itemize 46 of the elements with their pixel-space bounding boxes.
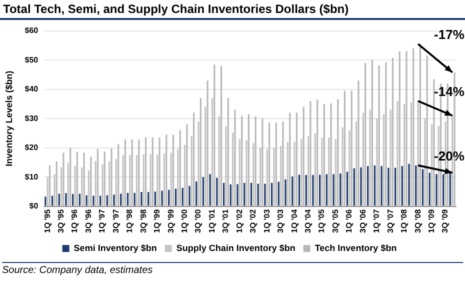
legend-label: Supply Chain Inventory $bn [176,242,296,253]
y-tick-label: $30 [24,114,39,123]
x-tick-label: 3Q '99 [166,208,176,234]
x-tick-label: 1Q '95 [42,208,52,234]
x-tick-label: 1Q '99 [152,208,162,234]
annotation: -17% [434,27,465,42]
x-tick-label: 3Q '05 [330,208,340,234]
x-tick-label: 3Q '01 [221,208,230,234]
annotation: -20% [434,148,465,164]
y-tick-label: $20 [24,143,39,152]
x-tick-label: 3Q '09 [440,208,450,234]
x-tick-label: 3Q '95 [56,208,66,234]
x-tick-label: 1Q '97 [98,208,107,234]
x-tick-label: 1Q '04 [290,208,299,234]
y-tick-label: $50 [24,55,39,64]
x-tick-label: 1Q '02 [234,208,244,234]
x-tick-label: 1Q '00 [180,208,189,234]
chart-title: Total Tech, Semi, and Supply Chain Inventories Dollars ($bn) [0,0,465,20]
x-tick-label: 1Q '96 [70,208,80,234]
y-tick-label: $60 [24,26,39,36]
x-tick-label: 3Q '06 [358,208,368,234]
legend-label: Semi Inventory $bn [74,242,157,253]
y-tick-label: $10 [24,172,39,182]
x-tick-label: 1Q '09 [426,208,436,234]
x-tick-label: 1Q '03 [262,208,272,234]
x-tick-label: 1Q '98 [125,208,134,234]
x-tick-label: 3Q '96 [84,208,93,234]
y-tick-label: $40 [24,84,39,94]
y-axis-title: Inventory Levels ($bn) [4,70,14,166]
x-tick-label: 3Q '98 [138,208,148,234]
x-tick-label: 1Q '08 [400,208,409,234]
x-tick-label: 3Q '08 [413,208,422,234]
x-tick-label: 1Q '07 [372,208,382,234]
annotation: -14% [434,84,465,100]
x-tick-label: 3Q '03 [276,208,286,234]
x-tick-label: 3Q '97 [111,208,120,234]
x-tick-label: 1Q '05 [317,208,326,234]
x-tick-label: 3Q '04 [303,208,312,234]
source-note: Source: Company data, estimates [2,262,463,276]
x-tick-label: 1Q '01 [207,208,216,234]
x-tick-label: 3Q '00 [194,208,203,234]
y-tick-label: $0 [29,202,39,211]
x-tick-label: 3Q '07 [386,208,395,234]
x-tick-label: 1Q '06 [344,208,354,234]
legend-label: Tech Inventory $bn [314,242,397,253]
x-tick-label: 3Q '02 [248,208,258,234]
